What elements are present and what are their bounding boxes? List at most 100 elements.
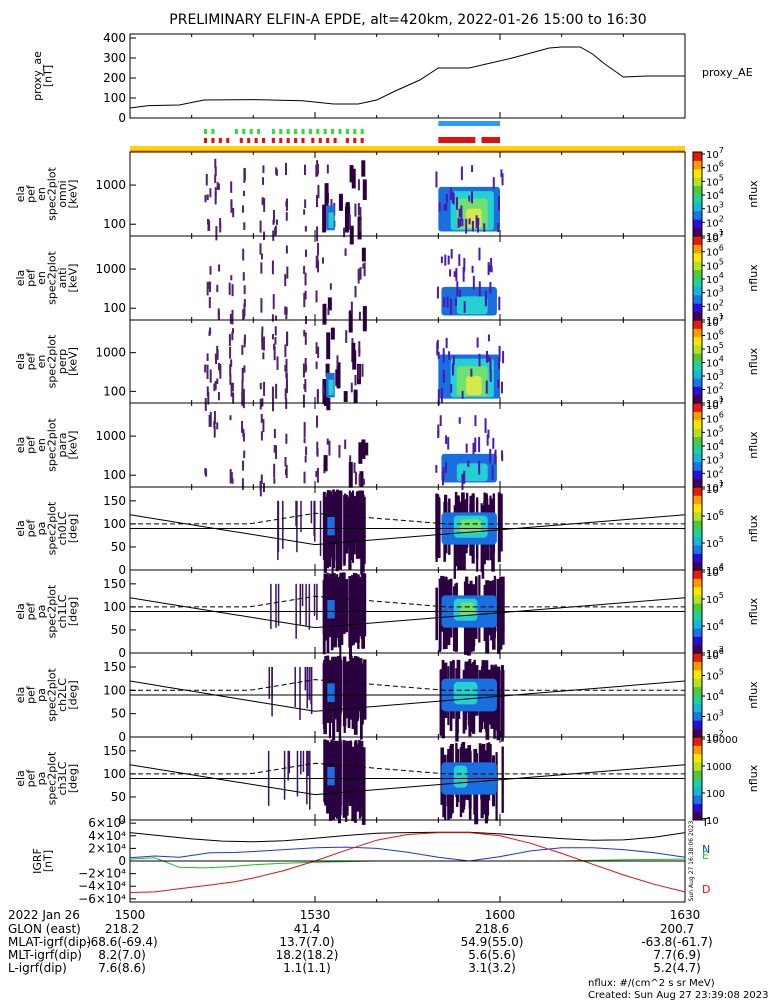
en-perp-cell	[452, 355, 455, 365]
pa-ch2-ytick-label: 0	[118, 730, 126, 744]
pa-ch3-curtain	[335, 741, 339, 790]
en-para-cell	[348, 462, 353, 488]
en-perp-cell	[232, 392, 235, 404]
en-omni-cell	[468, 218, 471, 225]
en-para-cell	[492, 437, 495, 449]
pa-ch3-curtain	[306, 750, 308, 805]
time-tick-label: 1530	[300, 908, 331, 922]
pa-ch0-curtain	[497, 492, 501, 563]
pa-ch0-colorbar-label: 105	[706, 535, 724, 550]
en-para-cell	[284, 457, 287, 467]
en-omni-colorbar-step	[693, 219, 702, 229]
en-omni-cell	[458, 208, 461, 218]
en-perp-cell	[315, 342, 318, 354]
igrf-ytick-label: −4×10⁴	[78, 879, 126, 893]
en-anti-cell	[304, 272, 307, 286]
pa-ch3-colorbar-step	[693, 795, 702, 804]
pa-ch0-colorbar-step	[693, 520, 702, 529]
en-perp-cell	[271, 333, 274, 340]
en-omni-cell	[500, 169, 503, 178]
en-anti-cell	[285, 309, 288, 320]
pa-ch2-curtain	[363, 659, 367, 720]
en-para-ytick-label: 100	[103, 468, 126, 482]
en-para-cell	[358, 442, 363, 464]
en-para-cell	[316, 467, 319, 483]
zone-marker-red_row_left	[279, 138, 283, 143]
en-perp-cell	[214, 380, 217, 390]
en-para-cell	[358, 473, 361, 486]
en-anti-cell	[272, 294, 275, 310]
en-anti-ylabel-1: pef	[24, 268, 37, 287]
en-omni-cell	[215, 226, 218, 241]
en-omni-ylabel-4: omni	[56, 180, 69, 207]
en-anti-colorbar-title: nflux	[747, 264, 760, 292]
en-anti-blob	[456, 296, 488, 315]
en-omni-colorbar-step	[693, 210, 702, 220]
pa-ch3-curtain	[288, 750, 291, 774]
en-para-cell	[242, 432, 245, 442]
igrf-ylabel-1: [nT]	[41, 850, 54, 872]
en-anti-cell	[322, 304, 327, 325]
en-para-cell	[364, 442, 369, 456]
en-omni-cell	[435, 171, 438, 188]
zone-marker-yellow_bar	[130, 146, 685, 151]
pa-ch2-colorbar-step	[693, 669, 702, 679]
en-anti-colorbar-step	[693, 236, 702, 245]
pa-ch3-ylabel-4: ch3LC	[56, 761, 69, 795]
en-omni-cell	[316, 226, 319, 242]
pa-ch2-curtain	[308, 667, 310, 701]
en-perp-ylabel-2: en	[35, 355, 48, 369]
en-omni-colorbar-label: 101	[706, 228, 724, 243]
en-para-cell	[437, 429, 440, 439]
pa-ch3-colorbar-step	[693, 778, 702, 788]
en-omni-cell	[230, 199, 233, 208]
en-omni-cell	[275, 169, 278, 176]
en-para-cell	[474, 415, 477, 427]
pa-ch0-ylabel-4: ch0LC	[56, 511, 69, 545]
en-para-cell	[445, 435, 448, 445]
en-anti-colorbar-label: 101	[706, 312, 724, 327]
en-perp-cell	[241, 367, 244, 382]
en-anti-cell	[271, 260, 274, 275]
pa-ch3-colorbar-label: 10	[706, 816, 719, 827]
en-para-cell	[209, 411, 212, 427]
en-perp-cell	[286, 332, 289, 346]
en-omni-cell	[209, 188, 212, 198]
pa-ch2-curtain	[268, 667, 271, 699]
orbit-date: 2022 Jan 26	[8, 908, 80, 922]
pa-ch0-curtain	[356, 491, 360, 556]
zone-marker-green_row	[360, 129, 364, 134]
proxy-ae-ytick-label: 200	[103, 71, 126, 85]
pa-ch0-colorbar-title: nflux	[747, 514, 760, 542]
zone-marker-green_row	[353, 129, 357, 134]
pa-ch0-colorbar-step	[693, 545, 702, 554]
en-omni-cell	[468, 195, 471, 202]
en-para-cell	[359, 471, 364, 488]
en-anti-cell	[354, 286, 357, 298]
orbit-row-value: 218.2	[105, 922, 139, 936]
en-omni-ylabel-3: spec2plot	[45, 167, 58, 221]
orbit-row-label: GLON (east)	[8, 922, 81, 936]
pa-ch3-ylabel-0: ela	[14, 770, 27, 787]
en-omni-cell	[354, 203, 357, 217]
en-omni-cell	[357, 203, 360, 216]
pa-ch3-core	[453, 765, 468, 788]
en-para-cell	[205, 468, 208, 477]
en-perp-cell	[361, 363, 364, 377]
pa-ch1-ylabel-1: pef	[24, 602, 37, 621]
pa-ch1-curtain	[305, 583, 307, 626]
pa-ch0-curtain	[345, 497, 350, 548]
en-para-cell	[487, 429, 490, 439]
pa-ch3-colorbar-step	[693, 786, 702, 796]
en-para-cell	[501, 450, 504, 459]
pa-ch0-curtain	[310, 500, 313, 524]
en-perp-cell	[354, 374, 357, 386]
en-omni-cell	[261, 197, 264, 204]
pa-ch0-curtain	[500, 493, 503, 552]
en-omni-colorbar-step	[693, 160, 702, 170]
pa-ch1-ylabel-0: ela	[14, 603, 27, 620]
en-perp-colorbar-label: 107	[706, 314, 724, 329]
en-para-cell	[362, 478, 365, 485]
pa-ch1-core	[327, 599, 335, 619]
pa-ch3-colorbar-step	[693, 811, 702, 821]
